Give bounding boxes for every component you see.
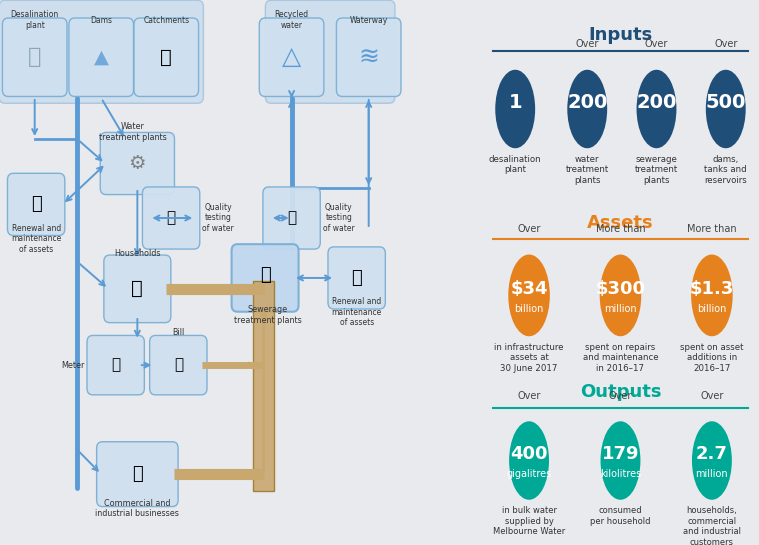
Text: Over: Over: [714, 39, 738, 49]
Circle shape: [637, 70, 676, 148]
Text: Renewal and
maintenance
of assets: Renewal and maintenance of assets: [11, 224, 61, 253]
Text: 179: 179: [602, 445, 639, 463]
Text: dams,
tanks and
reservoirs: dams, tanks and reservoirs: [704, 155, 747, 185]
FancyBboxPatch shape: [328, 247, 386, 309]
Text: Dams: Dams: [90, 16, 112, 25]
Text: 🚿: 🚿: [260, 266, 270, 284]
Text: 2.7: 2.7: [696, 445, 728, 463]
Text: Quality
testing
of water: Quality testing of water: [323, 203, 354, 233]
FancyBboxPatch shape: [143, 187, 200, 249]
Text: 200: 200: [636, 93, 677, 112]
Text: ⚙: ⚙: [128, 154, 146, 173]
Text: in bulk water
supplied by
Melbourne Water: in bulk water supplied by Melbourne Wate…: [493, 506, 565, 536]
Text: ⬛: ⬛: [28, 47, 42, 67]
FancyBboxPatch shape: [0, 0, 203, 103]
Text: 📋: 📋: [174, 358, 183, 373]
Circle shape: [600, 255, 641, 336]
Text: 500: 500: [706, 93, 746, 112]
Text: Over: Over: [609, 391, 632, 401]
FancyBboxPatch shape: [134, 18, 199, 96]
Text: Desalination
plant: Desalination plant: [11, 10, 59, 30]
Text: 🏠: 🏠: [131, 280, 143, 298]
Circle shape: [692, 421, 732, 500]
Text: 400: 400: [510, 445, 548, 463]
Text: More than: More than: [687, 224, 737, 234]
Text: gigalitres: gigalitres: [506, 469, 552, 479]
Text: sewerage
treatment
plants: sewerage treatment plants: [635, 155, 678, 185]
Text: 🧪: 🧪: [287, 210, 296, 226]
Circle shape: [691, 255, 732, 336]
Text: $1.3: $1.3: [690, 280, 734, 298]
Circle shape: [509, 255, 550, 336]
Text: 200: 200: [567, 93, 607, 112]
Text: 🌧: 🌧: [160, 48, 172, 66]
Text: 🔨: 🔨: [351, 269, 362, 287]
Text: △: △: [282, 45, 301, 69]
FancyBboxPatch shape: [231, 244, 298, 312]
FancyBboxPatch shape: [100, 132, 175, 195]
Text: consumed
per household: consumed per household: [591, 506, 650, 526]
Circle shape: [496, 70, 535, 148]
FancyBboxPatch shape: [104, 255, 171, 323]
Text: spent on repairs
and maintenance
in 2016–17: spent on repairs and maintenance in 2016…: [583, 343, 658, 373]
Text: Catchments: Catchments: [143, 16, 189, 25]
Text: million: million: [695, 469, 728, 479]
Text: Outputs: Outputs: [580, 383, 661, 402]
Text: Commercial and
industrial businesses: Commercial and industrial businesses: [96, 499, 179, 518]
Text: ▲: ▲: [93, 48, 109, 66]
Text: Over: Over: [575, 39, 599, 49]
Text: billion: billion: [698, 304, 726, 314]
Text: households,
commercial
and industrial
customers
supplied water and
sewerage serv: households, commercial and industrial cu…: [672, 506, 752, 545]
Text: Sewerage
treatment plants: Sewerage treatment plants: [234, 305, 301, 325]
Text: 📟: 📟: [111, 358, 120, 373]
Text: Over: Over: [701, 391, 723, 401]
Circle shape: [600, 421, 641, 500]
Circle shape: [509, 421, 549, 500]
Text: Renewal and
maintenance
of assets: Renewal and maintenance of assets: [332, 298, 382, 327]
FancyBboxPatch shape: [69, 18, 134, 96]
Text: kilolitres: kilolitres: [600, 469, 641, 479]
FancyBboxPatch shape: [150, 335, 207, 395]
FancyBboxPatch shape: [2, 18, 67, 96]
Text: Quality
testing
of water: Quality testing of water: [203, 203, 235, 233]
Text: Water
treatment plants: Water treatment plants: [99, 122, 166, 142]
Circle shape: [567, 70, 607, 148]
Text: water
treatment
plants: water treatment plants: [565, 155, 609, 185]
Text: Meter: Meter: [61, 361, 84, 370]
Circle shape: [706, 70, 745, 148]
Text: More than: More than: [596, 224, 645, 234]
Text: 🔨: 🔨: [31, 195, 42, 214]
Text: 1: 1: [509, 93, 522, 112]
Text: Over: Over: [518, 391, 540, 401]
FancyBboxPatch shape: [260, 18, 324, 96]
Text: billion: billion: [515, 304, 543, 314]
Text: Households: Households: [114, 249, 161, 258]
Text: Waterway: Waterway: [350, 16, 388, 25]
Text: in infrastructure
assets at
30 June 2017: in infrastructure assets at 30 June 2017: [494, 343, 564, 373]
FancyBboxPatch shape: [263, 187, 320, 249]
Text: $34: $34: [510, 280, 548, 298]
Text: Assets: Assets: [587, 214, 653, 233]
Text: Bill: Bill: [172, 328, 184, 337]
Text: 🧪: 🧪: [166, 210, 175, 226]
Text: Over: Over: [645, 39, 668, 49]
FancyBboxPatch shape: [253, 281, 274, 490]
Text: Inputs: Inputs: [588, 26, 653, 45]
Text: Over: Over: [518, 224, 540, 234]
Text: spent on asset
additions in
2016–17: spent on asset additions in 2016–17: [680, 343, 744, 373]
FancyBboxPatch shape: [87, 335, 144, 395]
FancyBboxPatch shape: [336, 18, 401, 96]
Text: ≋: ≋: [358, 45, 380, 69]
FancyBboxPatch shape: [96, 441, 178, 507]
Text: Recycled
water: Recycled water: [275, 10, 309, 30]
FancyBboxPatch shape: [8, 173, 65, 235]
FancyBboxPatch shape: [266, 0, 395, 103]
Text: $300: $300: [596, 280, 645, 298]
Text: desalination
plant: desalination plant: [489, 155, 541, 174]
Text: million: million: [604, 304, 637, 314]
Text: 🏭: 🏭: [132, 465, 143, 483]
